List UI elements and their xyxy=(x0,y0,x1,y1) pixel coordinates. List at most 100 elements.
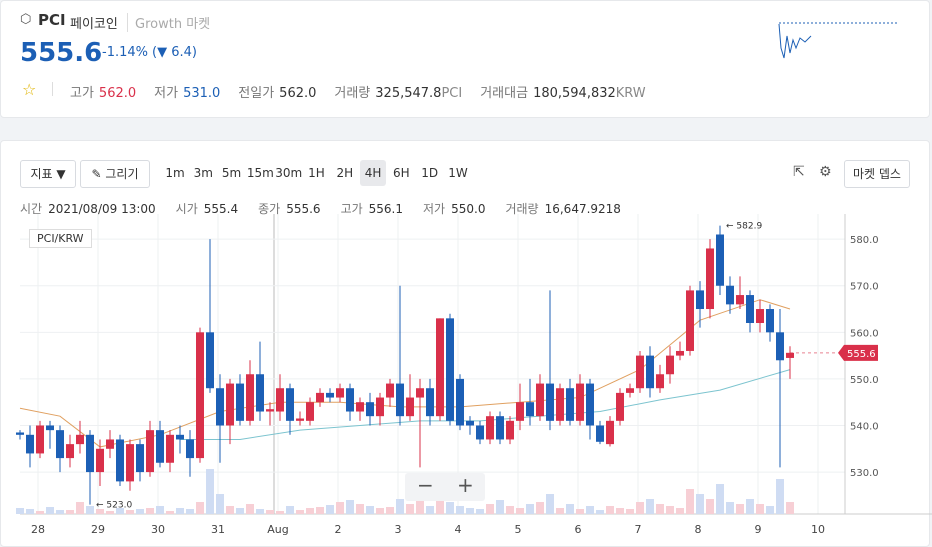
info-value: 556.1 xyxy=(368,202,404,216)
draw-label: 그리기 xyxy=(105,167,139,181)
volume-bar xyxy=(516,508,524,514)
timeframe[interactable]: 4H xyxy=(360,160,387,186)
volume-bar xyxy=(66,510,74,514)
popout-icon[interactable]: ⇱ xyxy=(793,164,805,180)
volume-bar xyxy=(146,508,154,514)
candle-body xyxy=(536,383,544,417)
y-tick-label: 530.0 xyxy=(850,468,879,479)
timeframe[interactable]: 1m xyxy=(165,166,185,180)
change-pct: -1.14% xyxy=(102,45,148,60)
candle-body xyxy=(476,425,484,440)
candle-body xyxy=(106,439,114,449)
zoom-in[interactable]: + xyxy=(457,473,474,497)
favorite-star[interactable]: ☆ xyxy=(22,80,37,99)
candle-body xyxy=(256,374,264,412)
volume-bar xyxy=(286,506,294,514)
info-value: 550.0 xyxy=(451,202,486,216)
mini-chart xyxy=(778,22,897,59)
annotation: ← 523.0 xyxy=(96,501,132,511)
volume-bar xyxy=(786,502,794,514)
y-tick-label: 540.0 xyxy=(850,421,879,432)
draw-btn[interactable]: ✎ 그리기 xyxy=(80,160,150,188)
volume-bar xyxy=(276,511,284,514)
timeframe[interactable]: 1H xyxy=(308,166,325,180)
timeframe[interactable]: 5m xyxy=(221,166,242,180)
candle-body xyxy=(56,430,64,459)
volume-bar xyxy=(316,507,324,514)
volume-bar xyxy=(166,511,174,514)
stat-value: 562.0 xyxy=(279,86,317,101)
volume-bar xyxy=(406,504,414,514)
timeframe[interactable]: 30m xyxy=(275,166,303,180)
candle-body xyxy=(246,374,254,421)
stats: 고가 562.0 저가 531.0 전일가 562.0 거래량 325,547.8PCI 거래대… xyxy=(70,82,664,101)
volume-bar xyxy=(506,506,514,514)
volume-bar xyxy=(496,500,504,514)
candle-body xyxy=(516,402,524,421)
volume-bar xyxy=(426,506,434,514)
candle-body xyxy=(656,374,664,389)
volume-bar xyxy=(356,504,364,514)
candle-body xyxy=(646,355,654,389)
timeframe[interactable]: 2H xyxy=(336,166,354,180)
candle-body xyxy=(296,418,304,421)
candle-body xyxy=(326,392,334,398)
stat-label: 거래량 xyxy=(334,86,371,101)
info-label: 종가 xyxy=(258,202,281,216)
candle-body xyxy=(226,383,234,426)
candle-body xyxy=(496,416,504,440)
timeframe[interactable]: 1W xyxy=(448,166,468,180)
timeframe[interactable]: 15m xyxy=(246,166,274,180)
volume-bar xyxy=(466,508,474,514)
candle-body xyxy=(526,402,534,417)
timeframe[interactable]: 6H xyxy=(393,166,410,180)
candle-body xyxy=(166,434,174,463)
volume-bar xyxy=(486,504,494,514)
info-label: 시간 xyxy=(20,202,43,216)
depth-btn[interactable]: 마켓 뎁스 xyxy=(844,160,910,188)
candle-body xyxy=(376,397,384,417)
volume-bar xyxy=(476,509,484,514)
volume-bar xyxy=(766,506,774,514)
volume-bar xyxy=(736,504,744,514)
info-value: 2021/08/09 13:00 xyxy=(48,202,156,216)
x-tick-label: 6 xyxy=(575,523,582,536)
stat-label: 거래대금 xyxy=(480,86,529,101)
volume-bar xyxy=(136,509,144,514)
x-tick-label: 10 xyxy=(811,523,825,536)
volume-bar xyxy=(726,502,734,514)
candle-body xyxy=(426,388,434,417)
candle-body xyxy=(546,383,554,421)
pencil-icon: ✎ xyxy=(91,167,106,181)
zoom-out[interactable]: − xyxy=(417,473,434,497)
zoom-controls: − + xyxy=(405,473,485,501)
indicator-btn[interactable]: 지표 ▼ xyxy=(20,160,76,188)
timeframe[interactable]: 1D xyxy=(421,166,439,180)
candle-body xyxy=(176,434,184,440)
candle-body xyxy=(416,388,424,398)
volume-bar xyxy=(26,509,34,514)
volume-bar xyxy=(76,502,84,514)
candle-body xyxy=(466,420,474,426)
settings-icon[interactable]: ⚙ xyxy=(819,164,832,180)
candle-body xyxy=(786,352,794,358)
info-label: 시가 xyxy=(175,202,198,216)
candle-body xyxy=(486,416,494,440)
stat-value: 180,594,832 xyxy=(533,86,616,101)
x-tick-label: 30 xyxy=(151,523,165,536)
candle-body xyxy=(566,388,574,421)
volume-bar xyxy=(216,494,224,514)
candle-body xyxy=(206,332,214,389)
mini-line xyxy=(778,23,812,59)
y-tick-label: 580.0 xyxy=(850,235,879,246)
candle-body xyxy=(236,383,244,421)
info-value: 16,647.9218 xyxy=(544,202,621,216)
volume-bar xyxy=(606,506,614,514)
stat-value: 325,547.8 xyxy=(375,86,442,101)
candle-body xyxy=(556,388,564,421)
candle-body xyxy=(696,290,704,310)
volume-bar xyxy=(236,508,244,514)
timeframe[interactable]: 3m xyxy=(193,166,213,180)
x-tick-label: 5 xyxy=(515,523,522,536)
candle-body xyxy=(586,383,594,426)
